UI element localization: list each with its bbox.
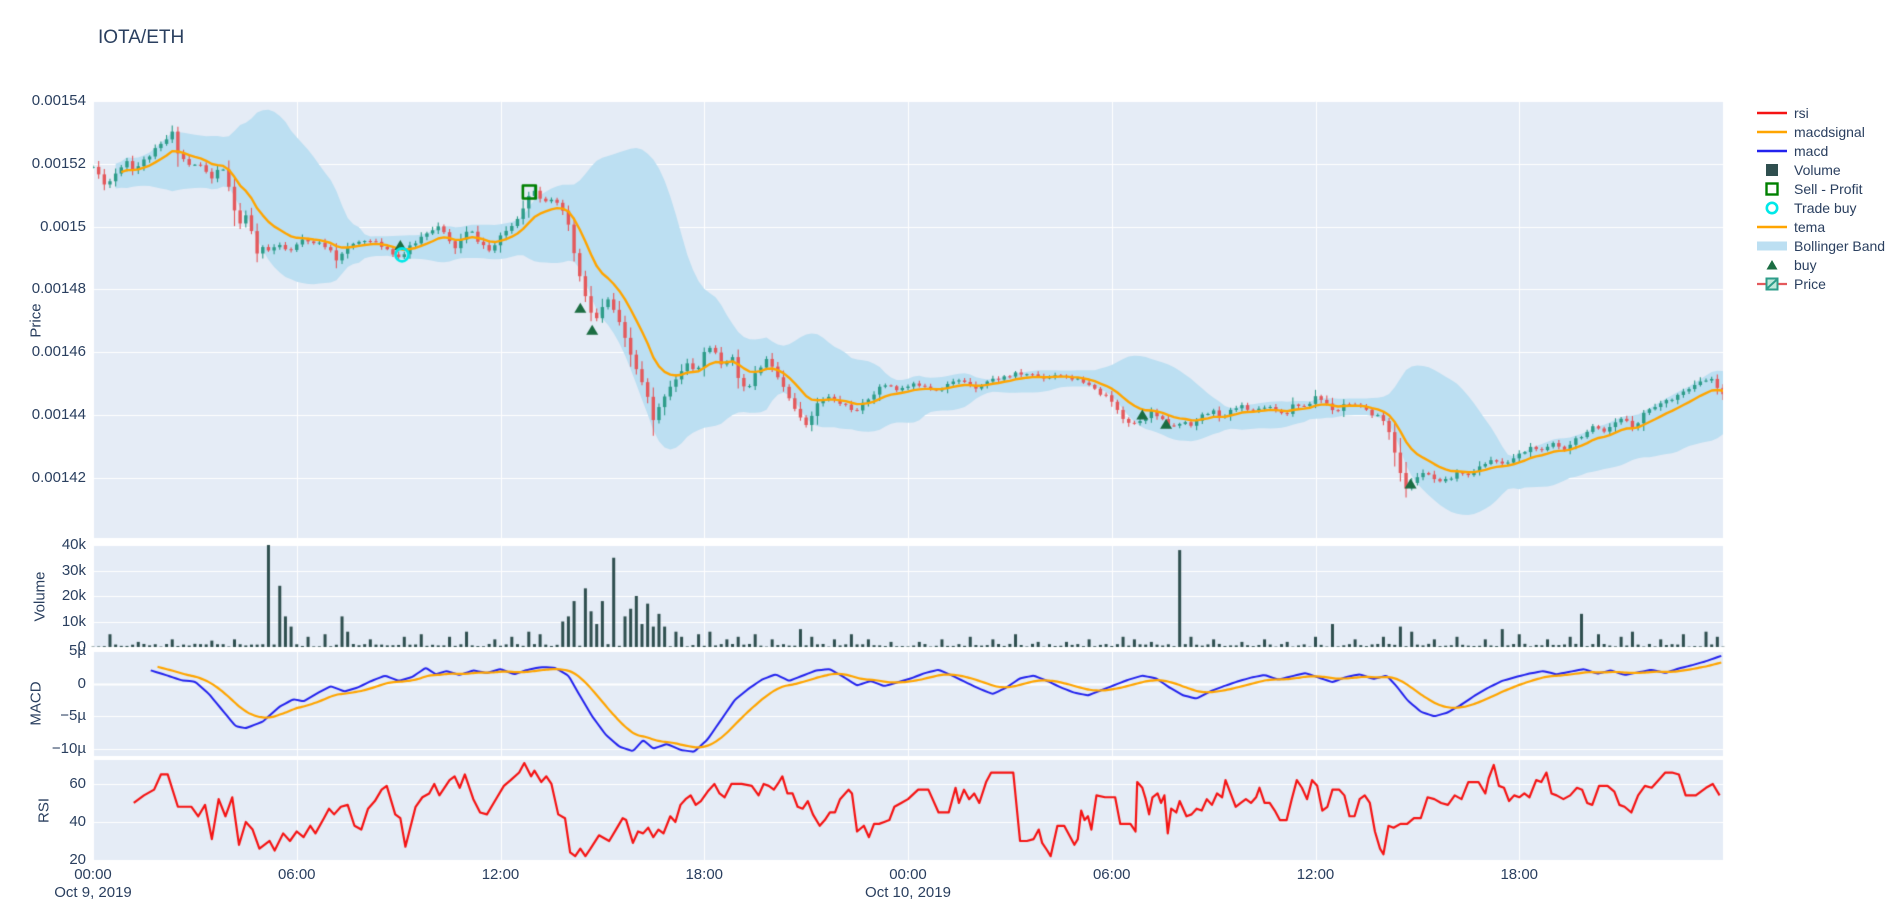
legend-item-label: Sell - Profit <box>1794 180 1863 197</box>
legend-item-volume[interactable]: Volume <box>1756 160 1885 179</box>
legend-item-label: Trade buy <box>1794 199 1857 216</box>
volume-tick-label: 20k <box>61 587 86 604</box>
volume-tick-label: 40k <box>61 536 86 553</box>
x-tick-date-label: Oct 10, 2019 <box>865 884 951 901</box>
price-tick-label: 0.00142 <box>31 468 86 486</box>
legend-item-sell-profit[interactable]: Sell - Profit <box>1756 179 1885 198</box>
price-tick-label: 0.00154 <box>31 92 86 109</box>
volume-tick-label: 30k <box>61 561 86 579</box>
legend-item-label: rsi <box>1794 104 1809 121</box>
line-icon <box>1756 219 1788 235</box>
price-axis-title: Price <box>27 303 45 338</box>
rsi-tick-label: 20 <box>69 851 86 868</box>
square-open-icon <box>1756 181 1788 197</box>
x-tick-label: 12:00 <box>1296 866 1335 883</box>
rsi-tick-label: 60 <box>69 774 86 792</box>
x-tick-date-label: Oct 9, 2019 <box>54 884 132 901</box>
x-tick-label: 00:00 <box>74 866 112 883</box>
legend-item-macd[interactable]: macd <box>1756 141 1885 160</box>
price-tick-label: 0.00148 <box>31 280 86 298</box>
x-tick-label: 18:00 <box>685 866 724 883</box>
legend-item-trade-buy[interactable]: Trade buy <box>1756 198 1885 217</box>
chart-title: IOTA/ETH <box>98 27 185 48</box>
price-tick-label: 0.00146 <box>31 343 86 361</box>
legend: rsi macdsignal macd Volume Sell - Profit Trad… <box>1756 103 1885 293</box>
legend-item-label: Volume <box>1794 161 1841 178</box>
line-icon <box>1756 143 1788 159</box>
macd-tick-label: −5µ <box>60 707 86 725</box>
triangle-icon <box>1756 257 1788 273</box>
price-tick-label: 0.0015 <box>40 217 86 235</box>
macd-tick-label: −10µ <box>51 740 86 758</box>
legend-item-label: Price <box>1794 275 1826 292</box>
rsi-tick-label: 40 <box>69 812 86 830</box>
volume-tick-label: 0 <box>77 638 86 655</box>
legend-item-label: macdsignal <box>1794 123 1865 140</box>
legend-item-macdsignal[interactable]: macdsignal <box>1756 122 1885 141</box>
legend-item-label: macd <box>1794 142 1829 159</box>
legend-item-label: buy <box>1794 256 1817 273</box>
band-icon <box>1756 238 1788 254</box>
x-tick-label: 12:00 <box>481 866 520 883</box>
legend-item-price[interactable]: Price <box>1756 274 1885 293</box>
x-tick-label: 06:00 <box>277 866 316 883</box>
line-icon <box>1756 124 1788 140</box>
legend-item-bollinger-band[interactable]: Bollinger Band <box>1756 236 1885 255</box>
x-tick-label: 00:00 <box>889 866 927 883</box>
candle-icon <box>1756 276 1788 292</box>
legend-item-label: Bollinger Band <box>1794 237 1886 254</box>
price-tick-label: 0.00144 <box>31 405 86 423</box>
x-tick-label: 06:00 <box>1092 866 1131 883</box>
legend-item-buy[interactable]: buy <box>1756 255 1885 274</box>
legend-item-rsi[interactable]: rsi <box>1756 103 1885 122</box>
x-tick-label: 18:00 <box>1500 866 1539 883</box>
macd-tick-label: 5µ <box>69 641 86 659</box>
line-icon <box>1756 105 1788 121</box>
square-filled-icon <box>1756 162 1788 178</box>
legend-item-label: tema <box>1794 218 1826 235</box>
volume-tick-label: 10k <box>61 612 86 630</box>
macd-tick-label: 0 <box>77 674 86 692</box>
price-tick-label: 0.00152 <box>31 154 86 172</box>
circle-open-icon <box>1756 200 1788 216</box>
legend-item-tema[interactable]: tema <box>1756 217 1885 236</box>
